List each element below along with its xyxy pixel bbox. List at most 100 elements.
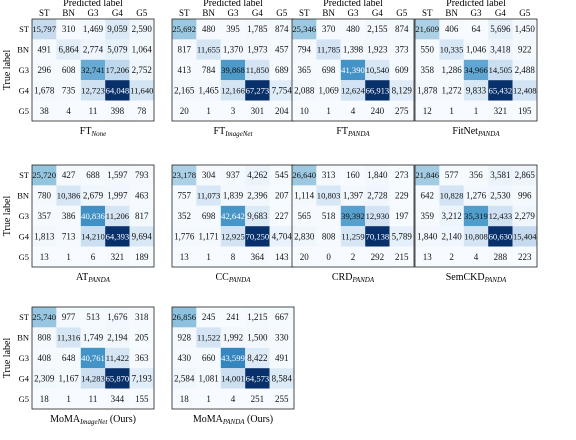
heatmap-cell [340,226,366,247]
heatmap-cell [365,185,390,206]
cell-value-label: 780 [37,191,51,201]
heatmap-cell [220,80,246,101]
panel-frame [31,164,155,268]
cell-value-label: 78 [137,106,147,116]
heatmap-cell [365,205,390,227]
heatmap-cell [269,205,294,227]
cell-value-label: 223 [518,252,532,262]
heatmap-cell [56,246,81,267]
cell-value-label: 463 [135,191,149,201]
panel-frame [171,306,295,410]
cell-value-label: 11,073 [197,191,220,201]
x-tick-label: ST [299,8,310,18]
cell-value-label: 26,856 [172,312,196,322]
heatmap-cell [220,100,246,121]
heatmap-cell [365,165,390,186]
cell-value-label: 227 [275,211,289,221]
cell-value-label: 698 [202,211,216,221]
cell-value-label: 301 [251,106,265,116]
cell-value-label: 1 [326,106,331,116]
heatmap-cell [316,80,341,101]
heatmap-cell [245,185,270,206]
heatmap-cell [80,59,106,81]
cell-value-label: 11 [89,394,98,404]
heatmap-cell [196,39,221,60]
cell-value-label: 60,630 [489,231,513,241]
heatmap-cell [56,59,81,81]
cell-value-label: 6,864 [58,45,79,55]
cell-value-label: 1 [66,394,71,404]
heatmap-cell [269,327,294,348]
cell-value-label: 996 [518,191,532,201]
cell-value-label: 793 [135,170,149,180]
heatmap-cell [269,368,294,389]
cell-value-label: 4 [474,252,479,262]
heatmap-cell [105,388,130,409]
confusion-matrix-panel-8: 21,846 577 356 3,581 2,865 642 10,828 1,276 2,53… [414,164,538,284]
cell-value-label: 364 [251,252,265,262]
cell-value-label: 1,286 [441,65,462,75]
y-tick-label: ST [19,24,30,34]
cell-value-label: 2,752 [132,65,152,75]
heatmap-cell [80,100,106,121]
cell-value-label: 39,868 [221,65,245,75]
heatmap-cell [245,307,270,328]
heatmap-cell [269,388,294,409]
cell-value-label: 977 [62,312,76,322]
heatmap-cell [512,246,537,267]
heatmap-cell [316,165,341,186]
cell-value-label: 2,830 [294,231,315,241]
cell-value-label: 667 [275,312,289,322]
cell-value-label: 2,488 [515,65,536,75]
cell-value-label: 1,465 [198,85,219,95]
heatmap-cell [196,307,221,328]
confusion-matrix-panel-3: 25,346 370 480 2,155 874 794 11,785 1,398 1,923 3… [291,0,415,138]
heatmap-cell [439,39,464,60]
heatmap-cell [415,165,440,186]
cell-value-label: 2,396 [247,191,268,201]
heatmap-cell [105,39,130,60]
cell-value-label: 642 [420,191,434,201]
heatmap-cell [105,368,130,389]
panel-title: FTImageNet [214,126,254,138]
heatmap-cell [105,347,130,369]
heatmap-cell [340,59,366,81]
heatmap-cell [80,226,106,247]
cell-value-label: 7,754 [272,85,293,95]
cell-value-label: 1,167 [58,373,79,383]
heatmap-cell [105,165,130,186]
confusion-matrix-panel-2: 25,692 480 395 1,785 874 817 11,655 1,370 1,973 4… [171,0,295,138]
heatmap-cell [389,246,414,267]
heatmap-cell [80,246,106,267]
cell-value-label: 4 [66,106,71,116]
heatmap-cell [365,246,390,267]
cell-value-label: 6 [91,252,96,262]
cell-value-label: 10,386 [57,191,81,201]
cell-value-label: 1,676 [107,312,128,322]
cell-value-label: 937 [226,170,240,180]
cell-value-label: 395 [226,24,240,34]
heatmap-cell [269,185,294,206]
cell-value-label: 321 [111,252,125,262]
heatmap-cell [196,59,221,81]
cell-value-label: 197 [395,211,409,221]
cell-value-label: 413 [177,65,191,75]
heatmap-cell [196,185,221,206]
heatmap-cell [245,205,270,227]
cell-value-label: 363 [135,353,149,363]
cell-value-label: 2,165 [174,85,195,95]
cell-value-label: 874 [275,24,289,34]
y-tick-label: G4 [19,373,30,383]
heatmap-cell [292,19,317,40]
heatmap-cell [172,388,197,409]
cell-value-label: 1 [449,106,454,116]
heatmap-cell [439,59,464,81]
heatmap-cell [129,19,154,40]
heatmap-cell [105,19,130,40]
cell-value-label: 408 [37,353,51,363]
cell-value-label: 64,048 [106,85,130,95]
heatmap-cell [245,39,270,60]
heatmap-cell [32,327,57,348]
heatmap-cell [196,19,221,40]
y-tick-label: G3 [19,353,29,363]
